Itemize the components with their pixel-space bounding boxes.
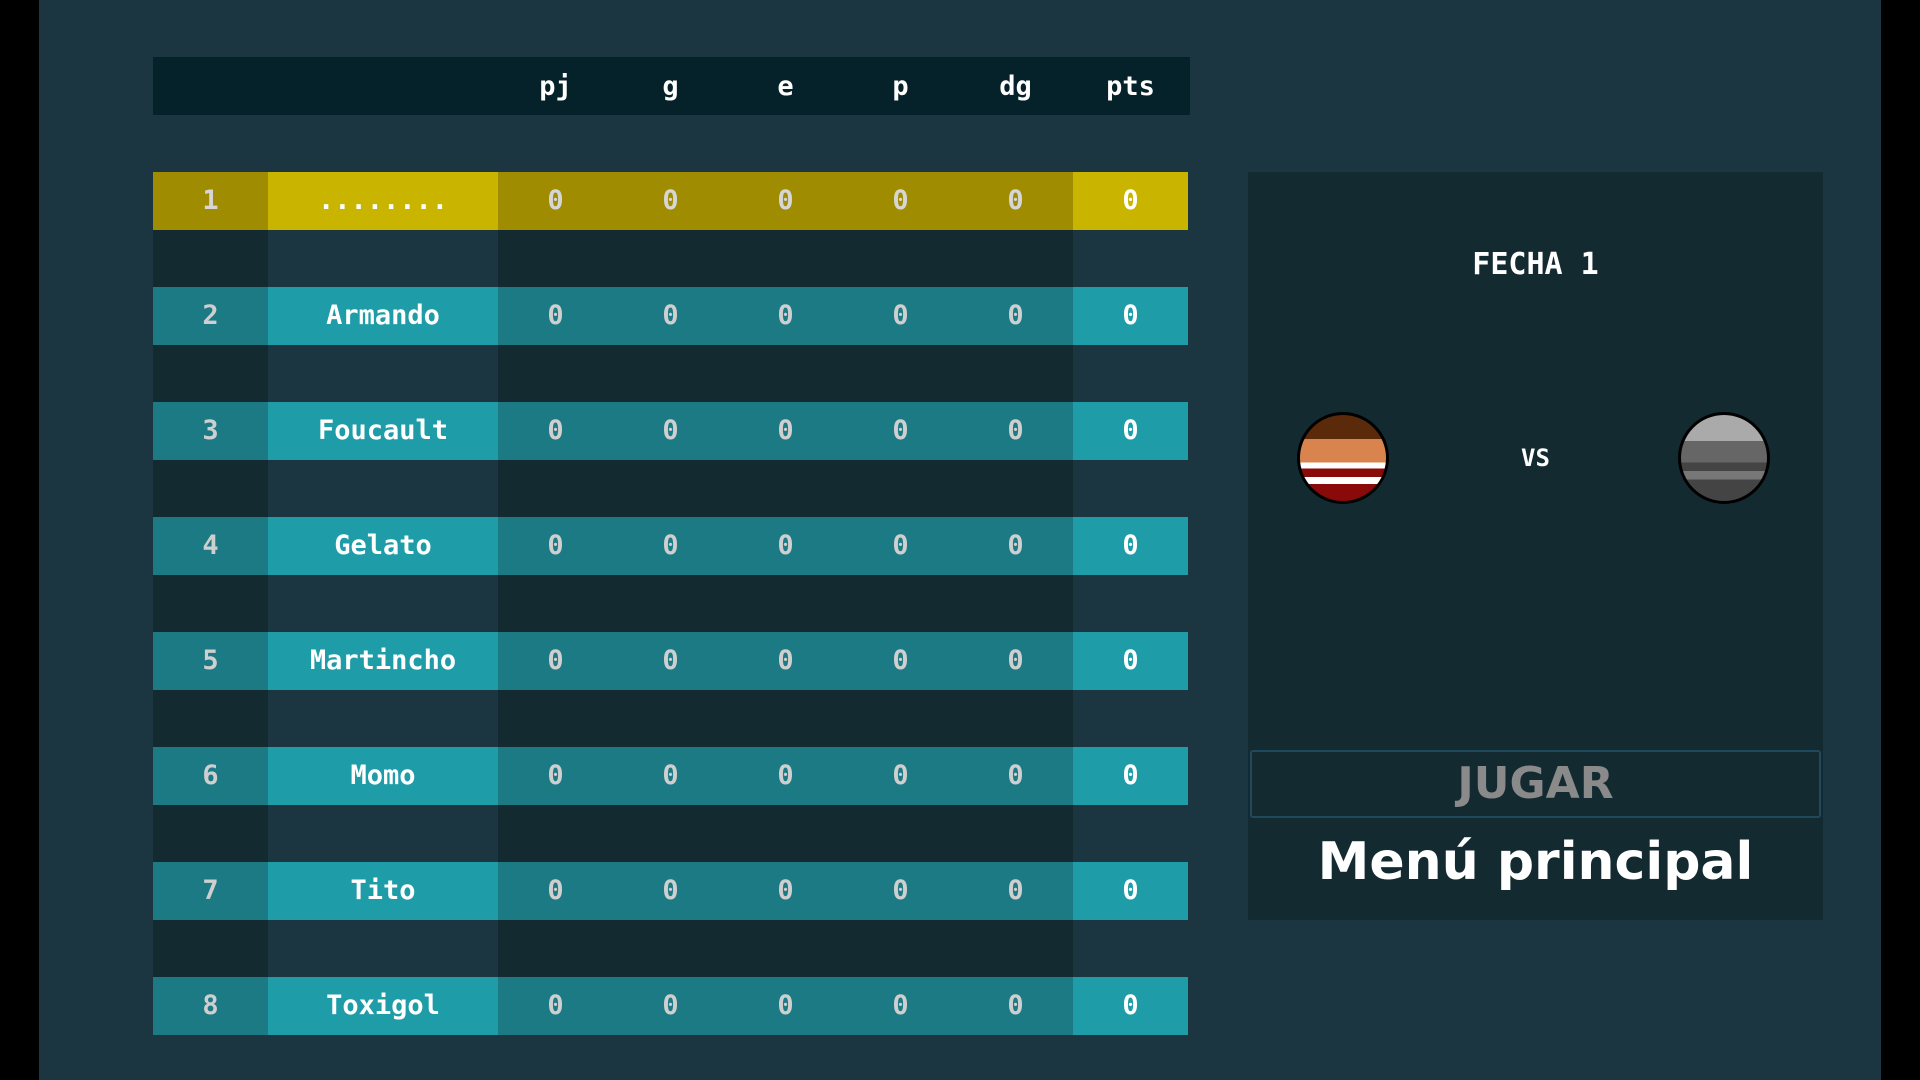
e-cell: 0 bbox=[728, 862, 843, 920]
row-spacer bbox=[153, 920, 1190, 977]
main-menu-button[interactable]: Menú principal bbox=[1317, 832, 1754, 892]
table-row: 6 Momo 0 0 0 0 0 0 bbox=[153, 747, 1190, 805]
p-cell: 0 bbox=[843, 862, 958, 920]
row-spacer bbox=[153, 690, 1190, 747]
header-e: e bbox=[777, 70, 794, 102]
row-spacer bbox=[153, 230, 1190, 287]
pts-cell: 0 bbox=[1073, 862, 1188, 920]
player-name-cell: Momo bbox=[268, 747, 498, 805]
position-cell: 4 bbox=[153, 517, 268, 575]
table-row: 1........ 0 0 0 0 0 0 bbox=[153, 172, 1190, 230]
e-cell: 0 bbox=[728, 287, 843, 345]
standings-table: pj g e p dg pts 1........ 0 0 0 0 0 0 2 Armando 0… bbox=[153, 57, 1190, 1035]
p-cell: 0 bbox=[843, 977, 958, 1035]
dg-cell: 0 bbox=[958, 517, 1073, 575]
dg-cell: 0 bbox=[958, 977, 1073, 1035]
player-name-cell: Foucault bbox=[268, 402, 498, 460]
g-cell: 0 bbox=[613, 747, 728, 805]
table-row: 8 Toxigol 0 0 0 0 0 0 bbox=[153, 977, 1190, 1035]
p-cell: 0 bbox=[843, 632, 958, 690]
g-cell: 0 bbox=[613, 977, 728, 1035]
table-row: 5 Martincho 0 0 0 0 0 0 bbox=[153, 632, 1190, 690]
position-cell: 2 bbox=[153, 287, 268, 345]
header-pj: pj bbox=[539, 70, 572, 102]
g-cell: 0 bbox=[613, 287, 728, 345]
vs-label: VS bbox=[1521, 444, 1550, 472]
g-cell: 0 bbox=[613, 517, 728, 575]
g-cell: 0 bbox=[613, 172, 728, 230]
pj-cell: 0 bbox=[498, 747, 613, 805]
table-row: 4 Gelato 0 0 0 0 0 0 bbox=[153, 517, 1190, 575]
position-cell: 3 bbox=[153, 402, 268, 460]
table-header: pj g e p dg pts bbox=[153, 57, 1190, 115]
row-spacer bbox=[153, 805, 1190, 862]
play-button[interactable]: JUGAR bbox=[1250, 750, 1821, 818]
round-title: FECHA 1 bbox=[1472, 247, 1599, 282]
player-name-cell: Tito bbox=[268, 862, 498, 920]
away-player-avatar-icon bbox=[1678, 412, 1770, 504]
g-cell: 0 bbox=[613, 862, 728, 920]
match-panel: FECHA 1 VS JUGAR Menú principal bbox=[1248, 172, 1823, 920]
header-p: p bbox=[892, 70, 909, 102]
dg-cell: 0 bbox=[958, 747, 1073, 805]
player-name-cell: Martincho bbox=[268, 632, 498, 690]
g-cell: 0 bbox=[613, 632, 728, 690]
pj-cell: 0 bbox=[498, 287, 613, 345]
pts-cell: 0 bbox=[1073, 402, 1188, 460]
pts-cell: 0 bbox=[1073, 517, 1188, 575]
header-pts: pts bbox=[1106, 70, 1155, 102]
e-cell: 0 bbox=[728, 402, 843, 460]
table-row: 2 Armando 0 0 0 0 0 0 bbox=[153, 287, 1190, 345]
player-name-cell: Gelato bbox=[268, 517, 498, 575]
dg-cell: 0 bbox=[958, 402, 1073, 460]
pts-cell: 0 bbox=[1073, 172, 1188, 230]
p-cell: 0 bbox=[843, 402, 958, 460]
header-g: g bbox=[662, 70, 679, 102]
pj-cell: 0 bbox=[498, 862, 613, 920]
g-cell: 0 bbox=[613, 402, 728, 460]
dg-cell: 0 bbox=[958, 287, 1073, 345]
position-cell: 8 bbox=[153, 977, 268, 1035]
dg-cell: 0 bbox=[958, 632, 1073, 690]
e-cell: 0 bbox=[728, 172, 843, 230]
table-row: 7 Tito 0 0 0 0 0 0 bbox=[153, 862, 1190, 920]
position-cell: 1 bbox=[153, 172, 268, 230]
player-name-cell: Armando bbox=[268, 287, 498, 345]
player-name-cell: Toxigol bbox=[268, 977, 498, 1035]
pts-cell: 0 bbox=[1073, 977, 1188, 1035]
pts-cell: 0 bbox=[1073, 287, 1188, 345]
pts-cell: 0 bbox=[1073, 632, 1188, 690]
dg-cell: 0 bbox=[958, 862, 1073, 920]
row-spacer bbox=[153, 460, 1190, 517]
pts-cell: 0 bbox=[1073, 747, 1188, 805]
p-cell: 0 bbox=[843, 287, 958, 345]
p-cell: 0 bbox=[843, 517, 958, 575]
e-cell: 0 bbox=[728, 747, 843, 805]
position-cell: 6 bbox=[153, 747, 268, 805]
dg-cell: 0 bbox=[958, 172, 1073, 230]
pj-cell: 0 bbox=[498, 172, 613, 230]
pj-cell: 0 bbox=[498, 632, 613, 690]
pj-cell: 0 bbox=[498, 402, 613, 460]
e-cell: 0 bbox=[728, 517, 843, 575]
table-row: 3 Foucault 0 0 0 0 0 0 bbox=[153, 402, 1190, 460]
header-dg: dg bbox=[999, 70, 1032, 102]
p-cell: 0 bbox=[843, 172, 958, 230]
home-player-avatar-icon bbox=[1297, 412, 1389, 504]
game-screen: pj g e p dg pts 1........ 0 0 0 0 0 0 2 Armando 0… bbox=[39, 0, 1881, 1080]
e-cell: 0 bbox=[728, 632, 843, 690]
e-cell: 0 bbox=[728, 977, 843, 1035]
p-cell: 0 bbox=[843, 747, 958, 805]
position-cell: 5 bbox=[153, 632, 268, 690]
pj-cell: 0 bbox=[498, 517, 613, 575]
row-spacer bbox=[153, 575, 1190, 632]
player-name-cell: ........ bbox=[268, 172, 498, 230]
pj-cell: 0 bbox=[498, 977, 613, 1035]
position-cell: 7 bbox=[153, 862, 268, 920]
row-spacer bbox=[153, 345, 1190, 402]
